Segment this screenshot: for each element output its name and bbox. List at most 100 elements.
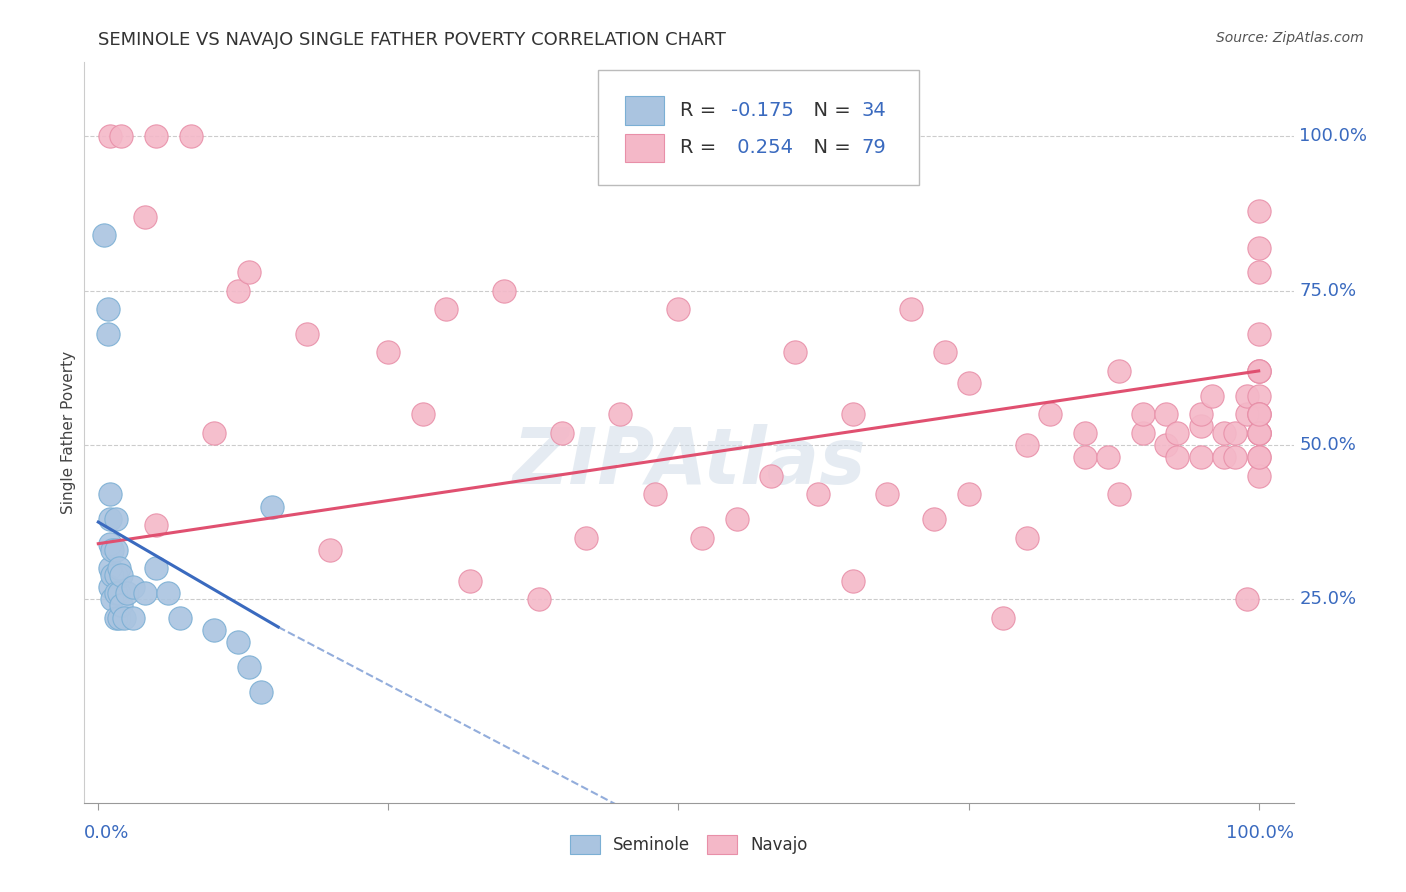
Point <box>1015 531 1038 545</box>
Point <box>934 345 956 359</box>
Point <box>98 561 121 575</box>
Point <box>238 265 260 279</box>
Point <box>436 302 458 317</box>
Point <box>98 580 121 594</box>
Point <box>1212 425 1234 440</box>
Point <box>1247 364 1270 378</box>
Text: R =: R = <box>681 138 723 157</box>
Point <box>1132 425 1154 440</box>
Point <box>98 129 121 144</box>
Text: 34: 34 <box>862 101 887 120</box>
Point <box>1247 407 1270 421</box>
Point <box>1015 438 1038 452</box>
Point <box>104 586 127 600</box>
Point <box>644 487 666 501</box>
Point <box>1097 450 1119 465</box>
Text: 25.0%: 25.0% <box>1299 591 1357 608</box>
Point <box>725 512 748 526</box>
Text: 79: 79 <box>862 138 887 157</box>
Point <box>145 129 167 144</box>
Point <box>108 586 131 600</box>
Point <box>551 425 574 440</box>
Text: 0.254: 0.254 <box>731 138 793 157</box>
Point <box>807 487 830 501</box>
Point <box>110 599 132 613</box>
Point <box>761 468 783 483</box>
Point <box>108 611 131 625</box>
Text: N =: N = <box>801 138 858 157</box>
Point <box>377 345 399 359</box>
Point <box>145 518 167 533</box>
Point <box>1073 425 1095 440</box>
Point <box>226 635 249 649</box>
Point <box>957 376 980 391</box>
Point <box>1247 364 1270 378</box>
Text: 100.0%: 100.0% <box>1226 824 1294 842</box>
Point <box>319 542 342 557</box>
Point <box>1189 450 1212 465</box>
Point <box>134 586 156 600</box>
Text: 100.0%: 100.0% <box>1299 128 1367 145</box>
Point <box>98 487 121 501</box>
Point <box>1108 487 1130 501</box>
Point <box>295 326 318 341</box>
Point <box>1247 407 1270 421</box>
FancyBboxPatch shape <box>624 96 664 125</box>
Point <box>529 592 551 607</box>
Point <box>1247 407 1270 421</box>
Point <box>668 302 690 317</box>
Text: ZIPAtlas: ZIPAtlas <box>512 425 866 500</box>
Point <box>101 592 124 607</box>
Point <box>1154 438 1177 452</box>
Point <box>1225 425 1247 440</box>
Point <box>494 284 516 298</box>
Point <box>249 685 271 699</box>
Point <box>145 561 167 575</box>
Point <box>841 574 863 588</box>
Point <box>262 500 284 514</box>
Point <box>1247 240 1270 255</box>
Point <box>1247 468 1270 483</box>
Point <box>1189 419 1212 434</box>
Point <box>609 407 631 421</box>
Point <box>104 611 127 625</box>
Point <box>1039 407 1062 421</box>
Point <box>98 512 121 526</box>
Point <box>1236 592 1258 607</box>
Text: SEMINOLE VS NAVAJO SINGLE FATHER POVERTY CORRELATION CHART: SEMINOLE VS NAVAJO SINGLE FATHER POVERTY… <box>98 31 727 49</box>
Point <box>1247 265 1270 279</box>
Text: N =: N = <box>801 101 858 120</box>
Text: 50.0%: 50.0% <box>1299 436 1357 454</box>
Text: -0.175: -0.175 <box>731 101 794 120</box>
Point <box>1247 364 1270 378</box>
Point <box>1154 407 1177 421</box>
Point <box>1247 425 1270 440</box>
Point <box>1189 407 1212 421</box>
Point <box>1108 364 1130 378</box>
Point <box>1166 425 1188 440</box>
Point <box>226 284 249 298</box>
Point <box>1073 450 1095 465</box>
Point <box>156 586 179 600</box>
Point <box>104 542 127 557</box>
Point <box>1225 450 1247 465</box>
Point <box>957 487 980 501</box>
Point <box>1212 450 1234 465</box>
Point <box>104 567 127 582</box>
Point <box>993 611 1015 625</box>
Point <box>110 129 132 144</box>
Point <box>1247 203 1270 218</box>
FancyBboxPatch shape <box>624 134 664 161</box>
Point <box>1247 425 1270 440</box>
Point <box>134 210 156 224</box>
Point <box>690 531 713 545</box>
Text: 0.0%: 0.0% <box>84 824 129 842</box>
Point <box>922 512 945 526</box>
Point <box>122 580 145 594</box>
Point <box>1247 425 1270 440</box>
Point <box>412 407 434 421</box>
Point <box>238 660 260 674</box>
Point <box>1236 407 1258 421</box>
Text: Source: ZipAtlas.com: Source: ZipAtlas.com <box>1216 31 1364 45</box>
Point <box>783 345 806 359</box>
